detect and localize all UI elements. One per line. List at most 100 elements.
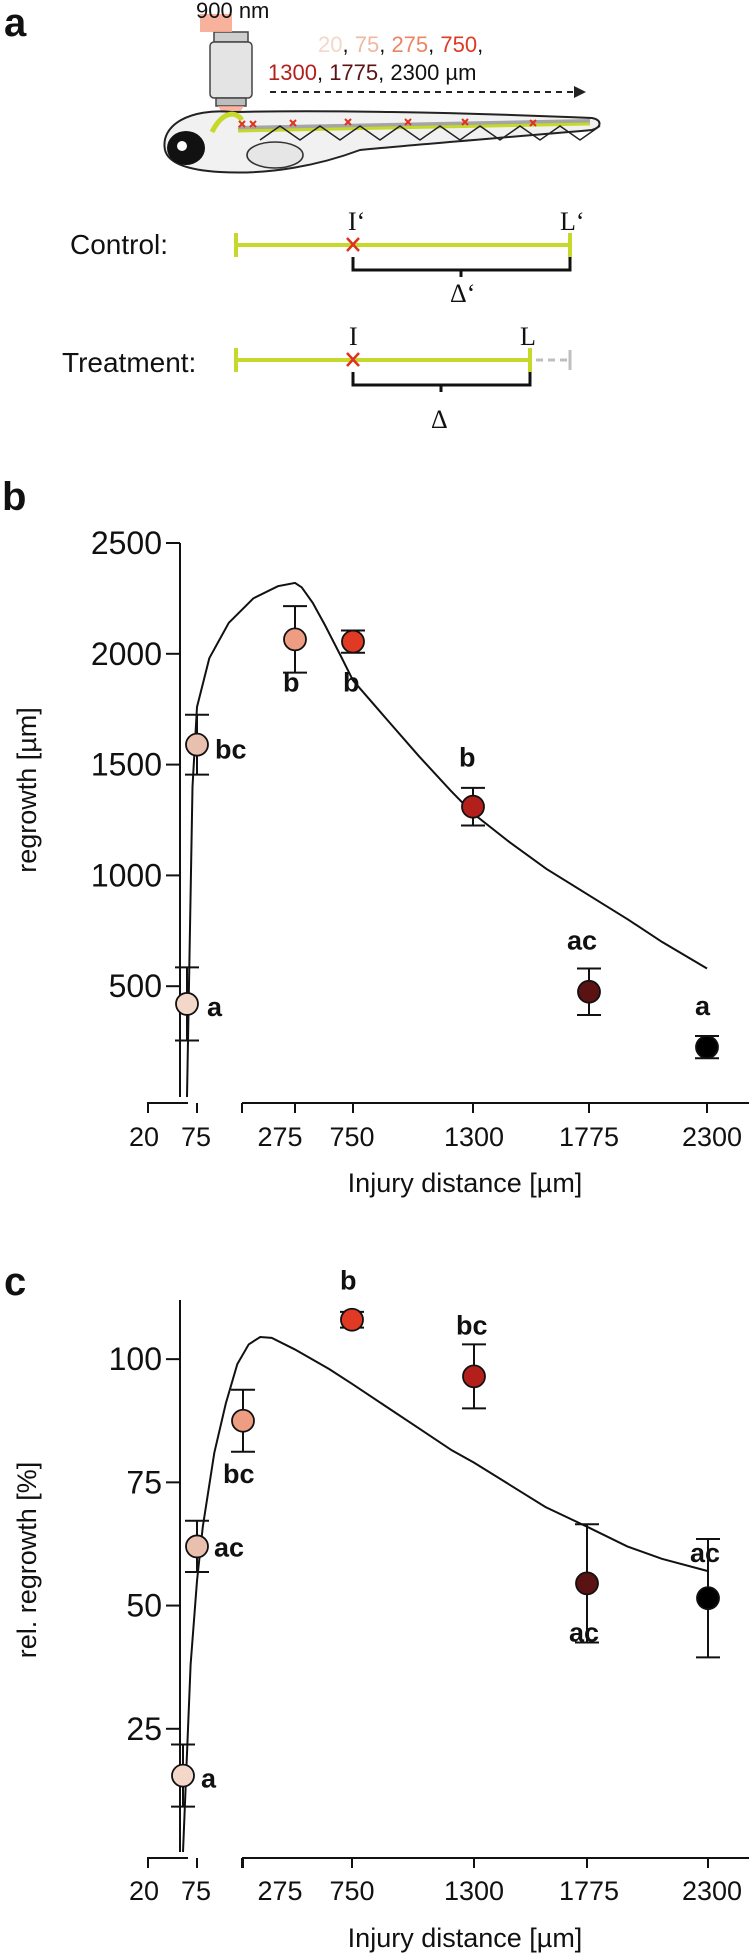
distance-2300: 2300 µm [390,60,476,85]
chart-b: 500 1000 1500 2000 2500 regrowth [µm] 20 75 275 7… [12,525,749,1198]
x-tick-label: 275 [257,1876,302,1906]
significance-label: ac [214,1532,244,1562]
significance-label: a [695,991,711,1021]
data-point-group: b [283,605,307,697]
x-axis-break-left [147,1857,188,1868]
data-point [575,1571,599,1596]
data-point-group: bc [223,1388,255,1489]
data-point-group: a [175,966,223,1042]
y-axis-label: rel. regrowth [%] [12,1462,42,1659]
data-point-group: ac [569,1523,599,1647]
data-point-group: a [695,991,719,1060]
x-axis-break-left [147,1102,188,1113]
data-point [462,1364,486,1389]
fit-curve [182,1335,709,1853]
fit-curve [186,581,708,1098]
data-point-group: b [341,629,365,698]
x-axis-label: Injury distance [µm] [348,1923,583,1953]
data-point [185,1534,209,1559]
significance-label: ac [690,1538,720,1568]
data-point-group: b [340,1266,364,1332]
data-point [341,629,365,654]
data-point [283,627,307,652]
y-tick-label: 100 [109,1341,162,1377]
distance-arrow-head [574,86,586,98]
data-point [340,1307,364,1332]
treatment-injury-mark [346,352,360,367]
x-tick-label: 1300 [444,1122,504,1152]
objective-icon [200,14,253,107]
treatment-delta-bracket [351,372,532,387]
x-tick-label: 275 [257,1122,302,1152]
treatment-injury-label: I [349,322,358,351]
data-point [185,732,209,757]
control-injury-mark [346,237,360,252]
y-tick-label: 50 [126,1588,162,1624]
significance-label: a [201,1764,217,1794]
data-point-group: ac [567,926,601,1017]
significance-label: b [459,743,476,773]
x-tick-label: 20 [129,1122,159,1152]
x-axis-label: Injury distance [µm] [348,1168,583,1198]
chart-c: 25 50 75 100 rel. regrowth [%] 20 75 275 750 1300… [12,1266,749,1953]
x-tick-label: 1775 [559,1876,619,1906]
distance-list: 20, 75, 275, 750, 1300, 1775, 2300 µm [268,32,489,85]
y-tick-label: 500 [109,968,162,1004]
significance-label: b [340,1266,357,1296]
significance-label: b [283,667,300,697]
x-tick-label: 1300 [444,1876,504,1906]
data-point-group: bc [185,713,247,776]
treatment-delta-label: Δ [431,405,448,434]
y-tick-label: 2500 [91,525,162,561]
significance-label: a [207,992,223,1022]
x-tick-label: 2300 [682,1122,742,1152]
x-tick-label: 750 [329,1876,374,1906]
x-tick-label: 75 [181,1122,211,1152]
distance-1775: 1775 [329,60,378,85]
panel-a: a 900 nm 20, 75, 275, 750, 1300, 1775, 2… [4,0,601,434]
y-axis-label: regrowth [µm] [12,707,42,873]
x-tick-label: 20 [129,1876,159,1906]
distance-75: 75 [355,32,379,57]
data-point [231,1408,255,1433]
control-delta-bracket [351,257,572,272]
data-point [171,1763,195,1788]
x-tick-label: 750 [329,1122,374,1152]
x-tick-label: 1775 [559,1122,619,1152]
treatment-length-label: L [520,322,536,351]
y-tick-label: 1500 [91,747,162,783]
panel-a-letter: a [4,1,27,45]
data-point-group: ac [690,1538,720,1659]
y-tick-label: 25 [126,1711,162,1747]
data-point [577,979,601,1004]
distance-275: 275 [391,32,428,57]
x-tick-label: 75 [181,1876,211,1906]
panel-b-letter: b [2,475,26,519]
larva-illustration [163,110,601,174]
significance-label: b [343,668,360,698]
data-point-group: b [459,743,485,827]
data-point [175,992,199,1016]
data-point [696,1586,720,1611]
data-point [695,1035,719,1060]
data-point-group: ac [185,1519,244,1574]
control-injury-label: I‘ [348,207,365,236]
distance-20: 20 [318,32,342,57]
significance-label: bc [215,735,247,765]
x-tick-label: 2300 [682,1876,742,1906]
y-tick-label: 75 [126,1464,162,1500]
y-tick-label: 2000 [91,636,162,672]
y-tick-label: 1000 [91,857,162,893]
distance-1300: 1300 [268,60,317,85]
significance-label: bc [456,1310,488,1340]
distance-750: 750 [440,32,477,57]
data-point-group: bc [456,1310,488,1410]
data-point-group: a [171,1743,217,1808]
significance-label: bc [223,1459,255,1489]
significance-label: ac [567,926,597,956]
control-delta-label: Δ‘ [450,279,475,308]
significance-label: ac [569,1617,599,1647]
control-length-label: L‘ [560,207,585,236]
panel-c-letter: c [4,1260,26,1304]
treatment-label: Treatment: [62,347,196,378]
